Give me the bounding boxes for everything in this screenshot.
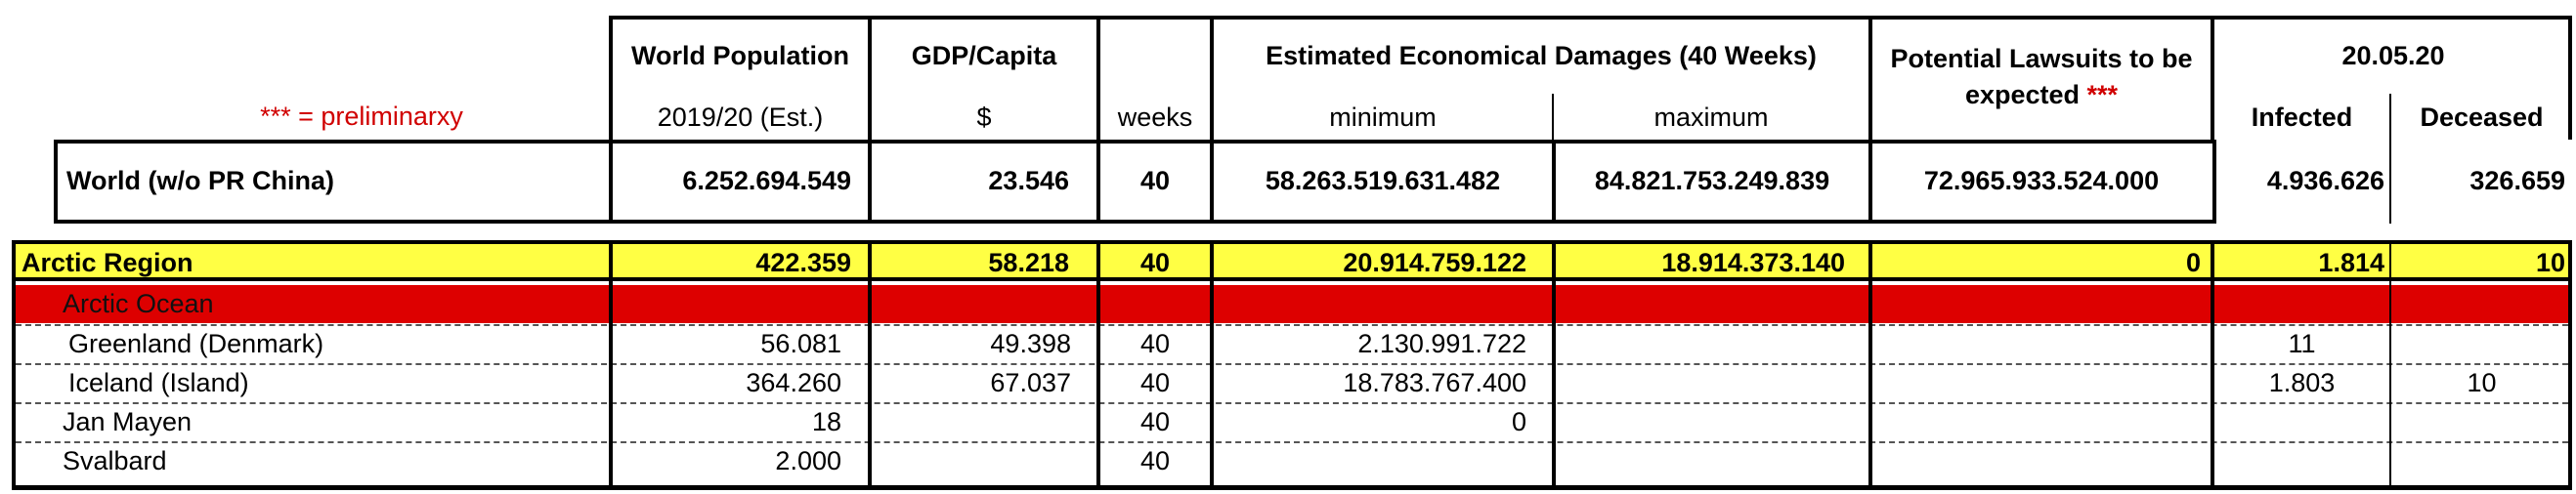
row-name: Iceland (Island) (68, 368, 249, 397)
row-min: 0 (1511, 407, 1526, 436)
col-divider (1096, 240, 1100, 490)
col-divider (868, 140, 872, 224)
col-divider (1868, 140, 1872, 224)
col-divider (2389, 94, 2391, 140)
header-block (609, 16, 2572, 140)
region-lawsuits: 0 (2185, 248, 2201, 277)
row-infected: 11 (2288, 329, 2316, 358)
col-divider (1552, 94, 1554, 140)
region-table (12, 240, 2572, 490)
row-population: 364.260 (746, 368, 841, 397)
row-deceased: 10 (2467, 368, 2497, 397)
header-deceased: Deceased (2420, 103, 2544, 132)
row-min: 18.783.767.400 (1343, 368, 1526, 397)
row-population: 56.081 (760, 329, 841, 358)
header-world-population: World Population (631, 41, 849, 70)
header-weeks: weeks (1117, 103, 1193, 132)
col-divider (2211, 16, 2214, 140)
col-divider (1210, 16, 1214, 140)
world-gdp: 23.546 (988, 166, 1069, 195)
region-row (16, 244, 2568, 281)
col-divider (1552, 140, 1556, 224)
row-gdp: 49.398 (990, 329, 1071, 358)
header-lawsuits-mark: *** (2086, 80, 2119, 109)
row-gdp: 67.037 (990, 368, 1071, 397)
region-population: 422.359 (755, 248, 851, 277)
header-lawsuits-line1: Potential Lawsuits to be (1890, 44, 2193, 73)
row-separator (16, 363, 2568, 365)
region-name: Arctic Region (21, 248, 193, 277)
header-infected: Infected (2251, 103, 2353, 132)
world-row (54, 140, 2216, 224)
row-separator (16, 324, 2568, 326)
header-damages: Estimated Economical Damages (40 Weeks) (1266, 41, 1817, 70)
col-divider (609, 16, 613, 140)
col-divider (1868, 16, 1872, 140)
region-max: 18.914.373.140 (1661, 248, 1845, 277)
col-divider (1868, 240, 1872, 490)
header-damages-min: minimum (1329, 103, 1437, 132)
col-divider (1096, 140, 1100, 224)
world-name: World (w/o PR China) (66, 166, 334, 195)
row-name: Jan Mayen (63, 407, 193, 436)
region-weeks: 40 (1139, 248, 1171, 277)
col-divider (2389, 240, 2391, 490)
col-divider (609, 140, 613, 224)
row-name: Greenland (Denmark) (68, 329, 324, 358)
header-lawsuits-line2: expected *** (1872, 82, 2211, 108)
row-population: 2.000 (775, 446, 841, 475)
world-min: 58.263.519.631.482 (1265, 166, 1501, 195)
world-lawsuits: 72.965.933.524.000 (1923, 166, 2160, 195)
header-lawsuits-text: expected (1964, 80, 2080, 109)
region-gdp: 58.218 (988, 248, 1069, 277)
col-divider (1096, 16, 1100, 140)
row-separator (16, 402, 2568, 404)
row-weeks: 40 (1139, 329, 1171, 358)
row-name: Svalbard (63, 446, 167, 475)
row-population: 18 (811, 407, 841, 436)
region-min: 20.914.759.122 (1343, 248, 1526, 277)
preliminary-note: *** = preliminarxy (260, 102, 463, 131)
region-deceased: 10 (2535, 248, 2565, 277)
col-divider (1210, 140, 1214, 224)
col-divider (609, 240, 613, 490)
header-damages-max: maximum (1653, 103, 1769, 132)
header-gdp-capita-sub: $ (976, 103, 992, 132)
header-world-population-sub: 2019/20 (Est.) (657, 103, 824, 132)
subregion-row (16, 285, 2568, 323)
world-max: 84.821.753.249.839 (1594, 166, 1830, 195)
row-separator (16, 441, 2568, 443)
subregion-name: Arctic Ocean (63, 289, 214, 318)
world-infected: 4.936.626 (2266, 166, 2384, 195)
region-infected: 1.814 (2318, 248, 2384, 277)
col-divider (1552, 240, 1556, 490)
col-divider (868, 240, 872, 490)
col-divider (868, 16, 872, 140)
row-weeks: 40 (1139, 368, 1171, 397)
world-population: 6.252.694.549 (682, 166, 851, 195)
header-date: 20.05.20 (2341, 41, 2445, 70)
row-infected: 1.803 (2268, 368, 2336, 397)
row-weeks: 40 (1139, 446, 1171, 475)
col-divider (2211, 240, 2214, 490)
col-divider (2389, 140, 2391, 224)
col-divider (1210, 240, 1214, 490)
header-gdp-capita: GDP/Capita (911, 41, 1057, 70)
world-deceased: 326.659 (2469, 166, 2565, 195)
row-weeks: 40 (1139, 407, 1171, 436)
world-weeks: 40 (1139, 166, 1171, 195)
row-min: 2.130.991.722 (1357, 329, 1526, 358)
